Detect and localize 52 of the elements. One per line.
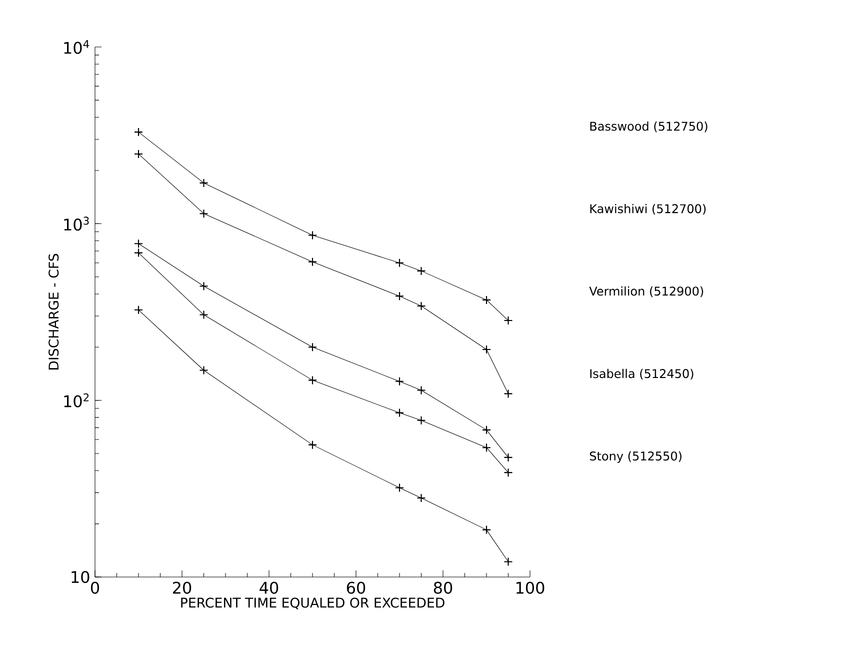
y-tick-label: 10$^{3}$ xyxy=(64,216,89,231)
x-tick-label: 60 xyxy=(346,582,366,594)
point xyxy=(482,525,492,534)
point xyxy=(394,483,404,492)
point xyxy=(394,258,404,268)
point xyxy=(134,305,144,314)
point xyxy=(394,408,404,418)
point xyxy=(134,128,144,137)
x-axis-title: PERCENT TIME EQUALED OR EXCEEDED xyxy=(181,598,444,610)
text: Stony (512550) xyxy=(590,451,682,463)
x-tick-label: 100 xyxy=(516,582,544,594)
point xyxy=(416,301,426,311)
point xyxy=(308,257,318,266)
point xyxy=(394,292,404,301)
y-tick-label: 10$^{2}$ xyxy=(64,393,89,408)
text: Basswood (512750) xyxy=(590,121,708,132)
y-tick-label: 10$^{4}$ xyxy=(64,40,90,54)
point xyxy=(504,389,513,398)
point xyxy=(308,230,318,240)
point xyxy=(394,376,404,386)
point xyxy=(482,443,492,452)
point xyxy=(134,248,144,258)
point xyxy=(416,416,426,425)
text: Isabella (512450) xyxy=(590,368,694,380)
x-tick-label: 20 xyxy=(172,582,192,594)
text: Vermilion (512900) xyxy=(589,286,704,298)
point xyxy=(308,440,318,450)
point xyxy=(504,316,513,326)
point xyxy=(416,386,426,395)
point xyxy=(199,282,208,291)
point xyxy=(134,239,144,248)
y-axis-title: DISCHARGE - CFS xyxy=(48,254,59,370)
x-tick-label: 0 xyxy=(90,582,100,594)
point xyxy=(416,493,426,503)
point xyxy=(199,366,208,375)
point xyxy=(199,178,208,188)
point xyxy=(482,295,492,304)
y-tick-label: 10 xyxy=(72,570,90,584)
point xyxy=(504,452,513,462)
point xyxy=(504,557,513,566)
x-tick-label: 80 xyxy=(434,582,452,594)
x-tick-label: 40 xyxy=(260,582,278,594)
point xyxy=(482,425,492,434)
point xyxy=(482,344,492,354)
point xyxy=(199,310,208,320)
point xyxy=(416,266,426,276)
text: Kawishiwi (512700) xyxy=(590,204,706,215)
point xyxy=(134,149,144,159)
point xyxy=(308,342,318,352)
point xyxy=(504,468,513,478)
point xyxy=(199,209,208,218)
point xyxy=(308,376,318,385)
